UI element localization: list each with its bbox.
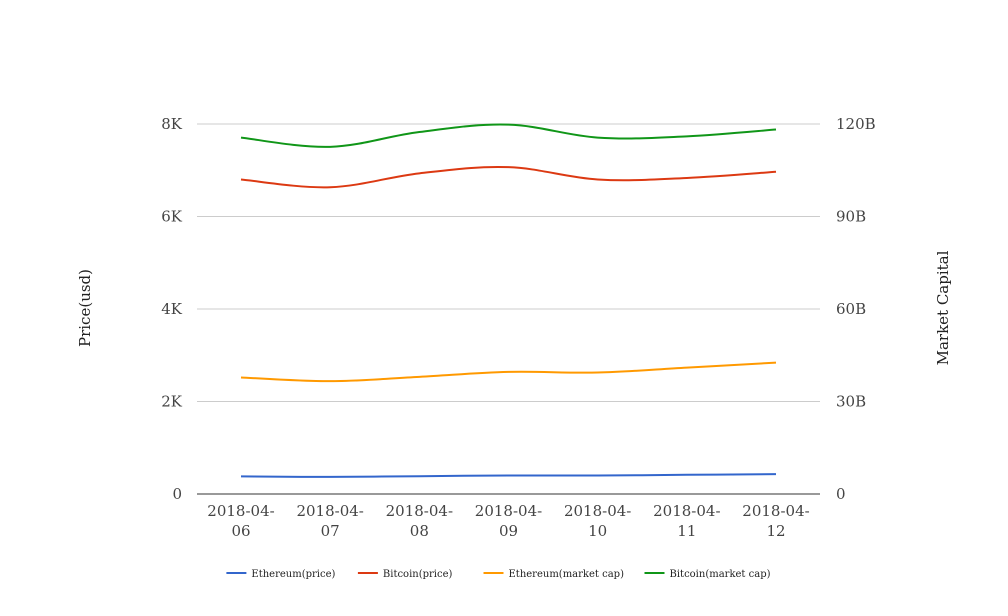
left-y-tick-label: 2K (161, 393, 183, 411)
legend-label: Ethereum(market cap) (509, 569, 625, 580)
legend-item[interactable]: Bitcoin(price) (357, 569, 453, 580)
gridlines (197, 123, 820, 402)
series-line-ethereum-price (240, 473, 777, 478)
left-y-axis-title: Price(usd) (76, 269, 94, 347)
right-y-axis-ticks: 0 30B 60B 90B 120B (836, 115, 876, 503)
left-y-tick-label: 6K (161, 208, 183, 226)
right-y-axis-title: Market Capital (934, 250, 952, 365)
right-y-tick-label: 0 (836, 485, 846, 503)
x-axis-ticks: 2018-04-06 2018-04-07 2018-04-08 2018-04-09… (207, 502, 809, 540)
right-y-tick-label: 120B (836, 115, 876, 133)
left-y-tick-label: 8K (161, 115, 183, 133)
left-y-axis-ticks: 0 2K 4K 6K 8K (161, 115, 183, 503)
right-y-tick-label: 30B (836, 393, 866, 411)
x-tick-label: 2018-04-08 (386, 502, 453, 540)
x-tick-label: 2018-04-12 (742, 502, 809, 540)
legend-item[interactable]: Ethereum(market cap) (483, 569, 625, 580)
x-tick-label: 2018-04-06 (207, 502, 274, 540)
left-y-tick-label: 0 (172, 485, 182, 503)
series-line-bitcoin-market-cap (240, 123, 777, 148)
x-tick-label: 2018-04-10 (564, 502, 631, 540)
series-line-bitcoin-price (240, 165, 777, 189)
series-line-ethereum-market-cap (240, 361, 777, 383)
left-y-tick-label: 4K (161, 300, 183, 318)
x-tick-label: 2018-04-07 (296, 502, 363, 540)
right-y-tick-label: 60B (836, 300, 866, 318)
legend-label: Bitcoin(market cap) (670, 569, 771, 580)
legend[interactable]: Ethereum(price) Bitcoin(price) Ethereum(ma… (226, 569, 771, 580)
series-lines (240, 123, 777, 478)
legend-label: Ethereum(price) (251, 569, 335, 580)
legend-label: Bitcoin(price) (383, 569, 453, 580)
x-tick-label: 2018-04-09 (475, 502, 542, 540)
legend-item[interactable]: Bitcoin(market cap) (644, 569, 771, 580)
legend-item[interactable]: Ethereum(price) (226, 569, 335, 580)
right-y-tick-label: 90B (836, 208, 866, 226)
x-tick-label: 2018-04-11 (653, 502, 720, 540)
